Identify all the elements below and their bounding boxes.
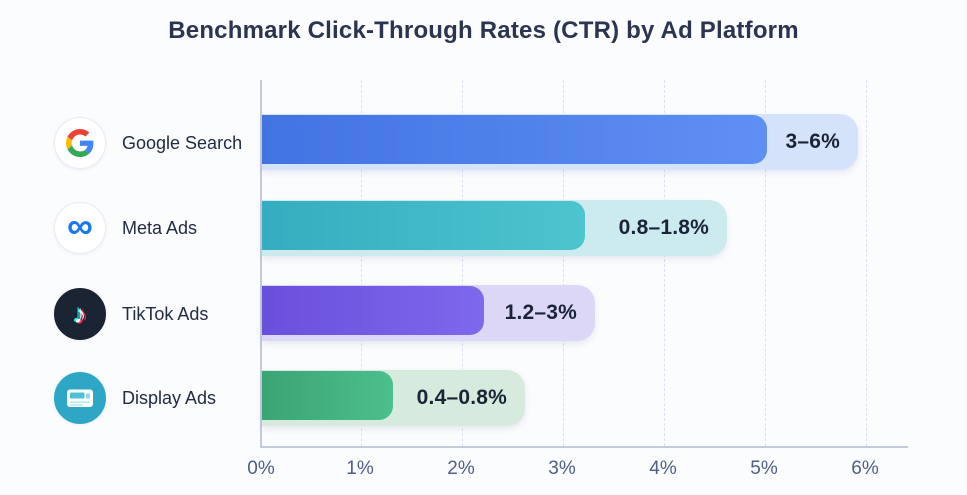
bar-fill bbox=[262, 371, 393, 420]
gridline-6pct bbox=[866, 80, 867, 446]
tick-label: 0% bbox=[247, 458, 275, 479]
tiktok-note-glyph: ♪ bbox=[73, 299, 87, 329]
bar-row-meta: 0.8–1.8% bbox=[262, 200, 727, 256]
gridline-5pct bbox=[765, 80, 766, 446]
gridline-3pct bbox=[563, 80, 564, 446]
bar-row-display: 0.4–0.8% bbox=[262, 370, 525, 426]
google-g-glyph bbox=[66, 129, 94, 157]
gridline-4pct bbox=[664, 80, 665, 446]
tick-label: 2% bbox=[447, 458, 475, 479]
platform-label: Google Search bbox=[122, 132, 243, 153]
platform-label: Meta Ads bbox=[122, 217, 198, 238]
meta-infinity-glyph: ∞ bbox=[67, 205, 93, 246]
bar-value-label: 0.4–0.8% bbox=[416, 386, 507, 409]
tick-label: 1% bbox=[346, 458, 374, 479]
bar-row-google: 3–6% bbox=[262, 114, 858, 170]
gridline-2pct bbox=[462, 80, 463, 446]
platform-label: TikTok Ads bbox=[122, 303, 209, 324]
meta-logo-icon: ∞ bbox=[54, 202, 106, 254]
bar-value-label: 0.8–1.8% bbox=[618, 216, 709, 239]
tick-label: 3% bbox=[548, 458, 576, 479]
platform-row-meta: ∞ Meta Ads bbox=[54, 202, 197, 254]
tiktok-logo-icon: ♪ bbox=[54, 288, 106, 340]
plot-area: 3–6% 0.8–1.8% 1.2–3% 0.4–0.8% bbox=[260, 80, 908, 448]
bar-fill bbox=[262, 201, 585, 250]
bar-fill bbox=[262, 286, 484, 335]
bar-fill bbox=[262, 115, 767, 164]
banner-ad-glyph bbox=[67, 389, 93, 407]
platform-row-google: Google Search bbox=[54, 117, 242, 169]
bar-value-label: 1.2–3% bbox=[504, 301, 577, 324]
tick-label: 5% bbox=[750, 458, 778, 479]
bar-row-tiktok: 1.2–3% bbox=[262, 285, 595, 341]
x-axis-ticks: 0% 1% 2% 3% 4% 5% 6% bbox=[247, 458, 908, 484]
platform-label: Display Ads bbox=[122, 387, 217, 408]
chart-title: Benchmark Click-Through Rates (CTR) by A… bbox=[168, 17, 799, 44]
tick-label: 6% bbox=[851, 458, 879, 479]
platform-row-display: Display Ads bbox=[54, 372, 216, 424]
platform-row-tiktok: ♪ TikTok Ads bbox=[54, 288, 208, 340]
tick-label: 4% bbox=[649, 458, 677, 479]
display-ads-icon bbox=[54, 372, 106, 424]
google-logo-icon bbox=[54, 117, 106, 169]
gridline-1pct bbox=[361, 80, 362, 446]
bar-value-label: 3–6% bbox=[785, 130, 840, 153]
